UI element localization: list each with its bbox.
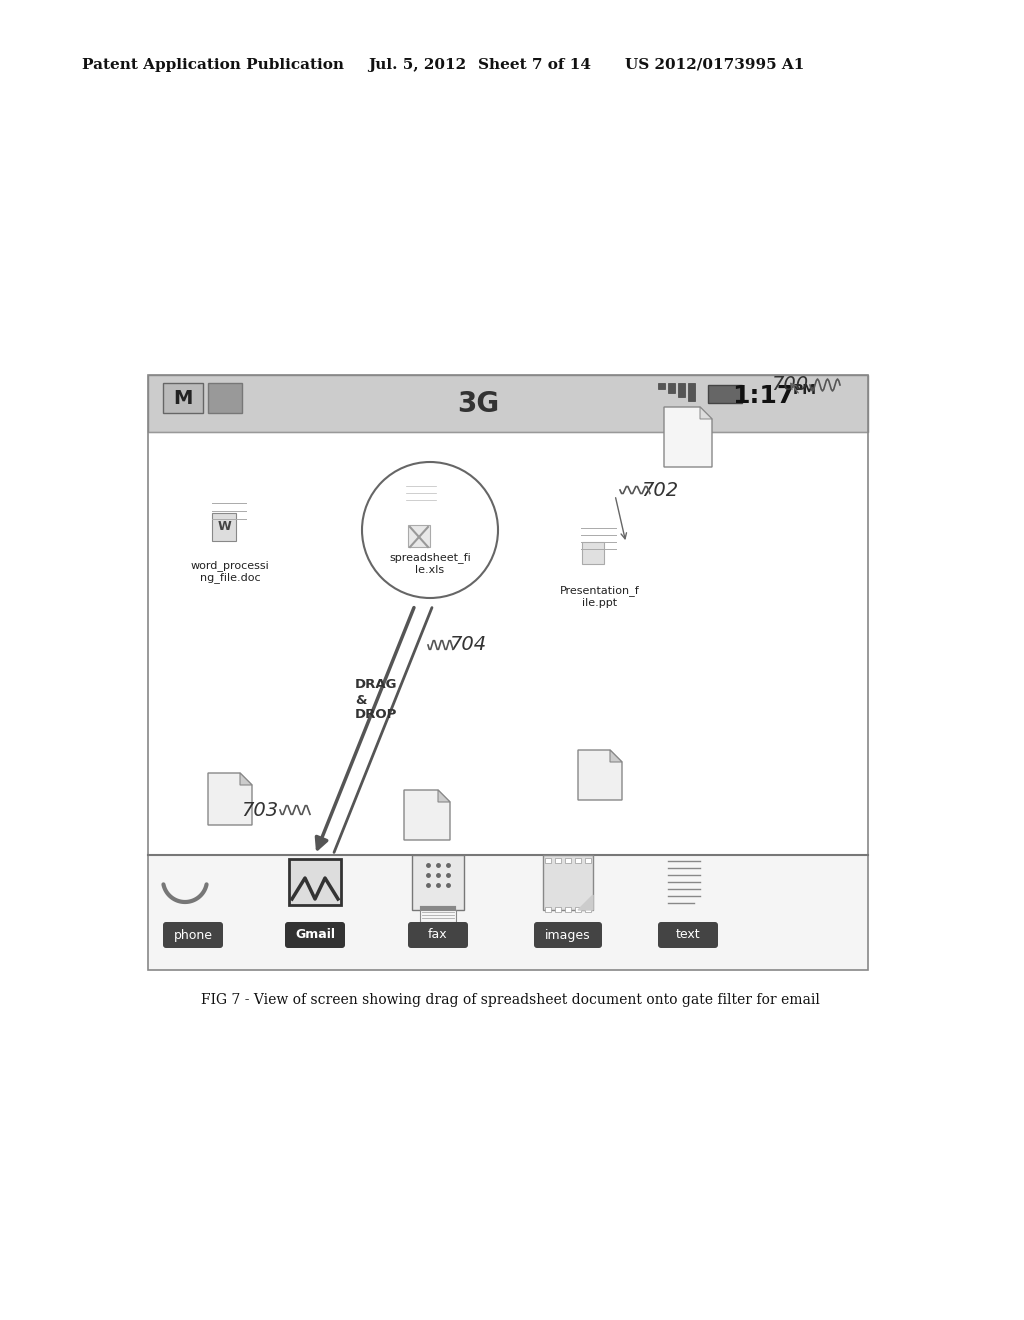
Bar (148, 375, 868, 970)
Text: phone: phone (173, 928, 213, 941)
Bar (148, 375, 868, 432)
FancyBboxPatch shape (658, 921, 718, 948)
Polygon shape (404, 789, 450, 840)
Text: spreadsheet_fi
le.xls: spreadsheet_fi le.xls (389, 552, 471, 574)
Text: 1:17: 1:17 (732, 384, 795, 408)
Bar (289, 859, 341, 906)
FancyBboxPatch shape (408, 921, 468, 948)
Bar (565, 858, 571, 863)
Bar (545, 858, 551, 863)
Text: text: text (676, 928, 700, 941)
Text: fax: fax (428, 928, 447, 941)
Polygon shape (664, 407, 712, 467)
Bar (565, 907, 571, 912)
Bar (212, 513, 236, 541)
Bar (420, 909, 456, 921)
Polygon shape (610, 750, 622, 762)
FancyBboxPatch shape (285, 921, 345, 948)
Polygon shape (438, 789, 450, 803)
FancyBboxPatch shape (534, 921, 602, 948)
Bar (708, 385, 742, 403)
Polygon shape (700, 407, 712, 418)
Text: US 2012/0173995 A1: US 2012/0173995 A1 (625, 58, 805, 73)
Text: M: M (173, 388, 193, 408)
Text: 703: 703 (242, 800, 279, 820)
FancyBboxPatch shape (163, 921, 223, 948)
Bar (585, 858, 591, 863)
Bar (208, 383, 242, 413)
Polygon shape (578, 750, 622, 800)
Polygon shape (578, 895, 593, 909)
Text: Sheet 7 of 14: Sheet 7 of 14 (478, 58, 591, 73)
Text: PM: PM (793, 383, 817, 397)
Bar (575, 858, 581, 863)
Bar (412, 855, 464, 909)
Polygon shape (240, 774, 252, 785)
Bar (585, 907, 591, 912)
Bar (658, 383, 665, 389)
Circle shape (362, 462, 498, 598)
Bar (575, 907, 581, 912)
Bar (543, 855, 593, 909)
Text: Patent Application Publication: Patent Application Publication (82, 58, 344, 73)
Text: 702: 702 (641, 480, 679, 499)
Text: 700: 700 (771, 375, 809, 395)
Text: W: W (217, 520, 230, 533)
Text: word_processi
ng_file.doc: word_processi ng_file.doc (190, 560, 269, 583)
Bar (408, 525, 430, 546)
Bar (163, 383, 203, 413)
Text: FIG 7 - View of screen showing drag of spreadsheet document onto gate filter for: FIG 7 - View of screen showing drag of s… (201, 993, 819, 1007)
Bar (582, 543, 604, 564)
Text: images: images (545, 928, 591, 941)
Bar (555, 907, 561, 912)
Bar (668, 383, 675, 393)
Text: Jul. 5, 2012: Jul. 5, 2012 (368, 58, 466, 73)
Bar (148, 855, 868, 970)
Text: DRAG
&
DROP: DRAG & DROP (355, 678, 397, 722)
Text: 704: 704 (450, 635, 486, 655)
Text: Gmail: Gmail (295, 928, 335, 941)
Bar (688, 383, 695, 401)
Bar (545, 907, 551, 912)
Text: 3G: 3G (457, 389, 499, 417)
Bar (678, 383, 685, 397)
Text: Presentation_f
ile.ppt: Presentation_f ile.ppt (560, 585, 640, 607)
Bar (555, 858, 561, 863)
Polygon shape (208, 774, 252, 825)
